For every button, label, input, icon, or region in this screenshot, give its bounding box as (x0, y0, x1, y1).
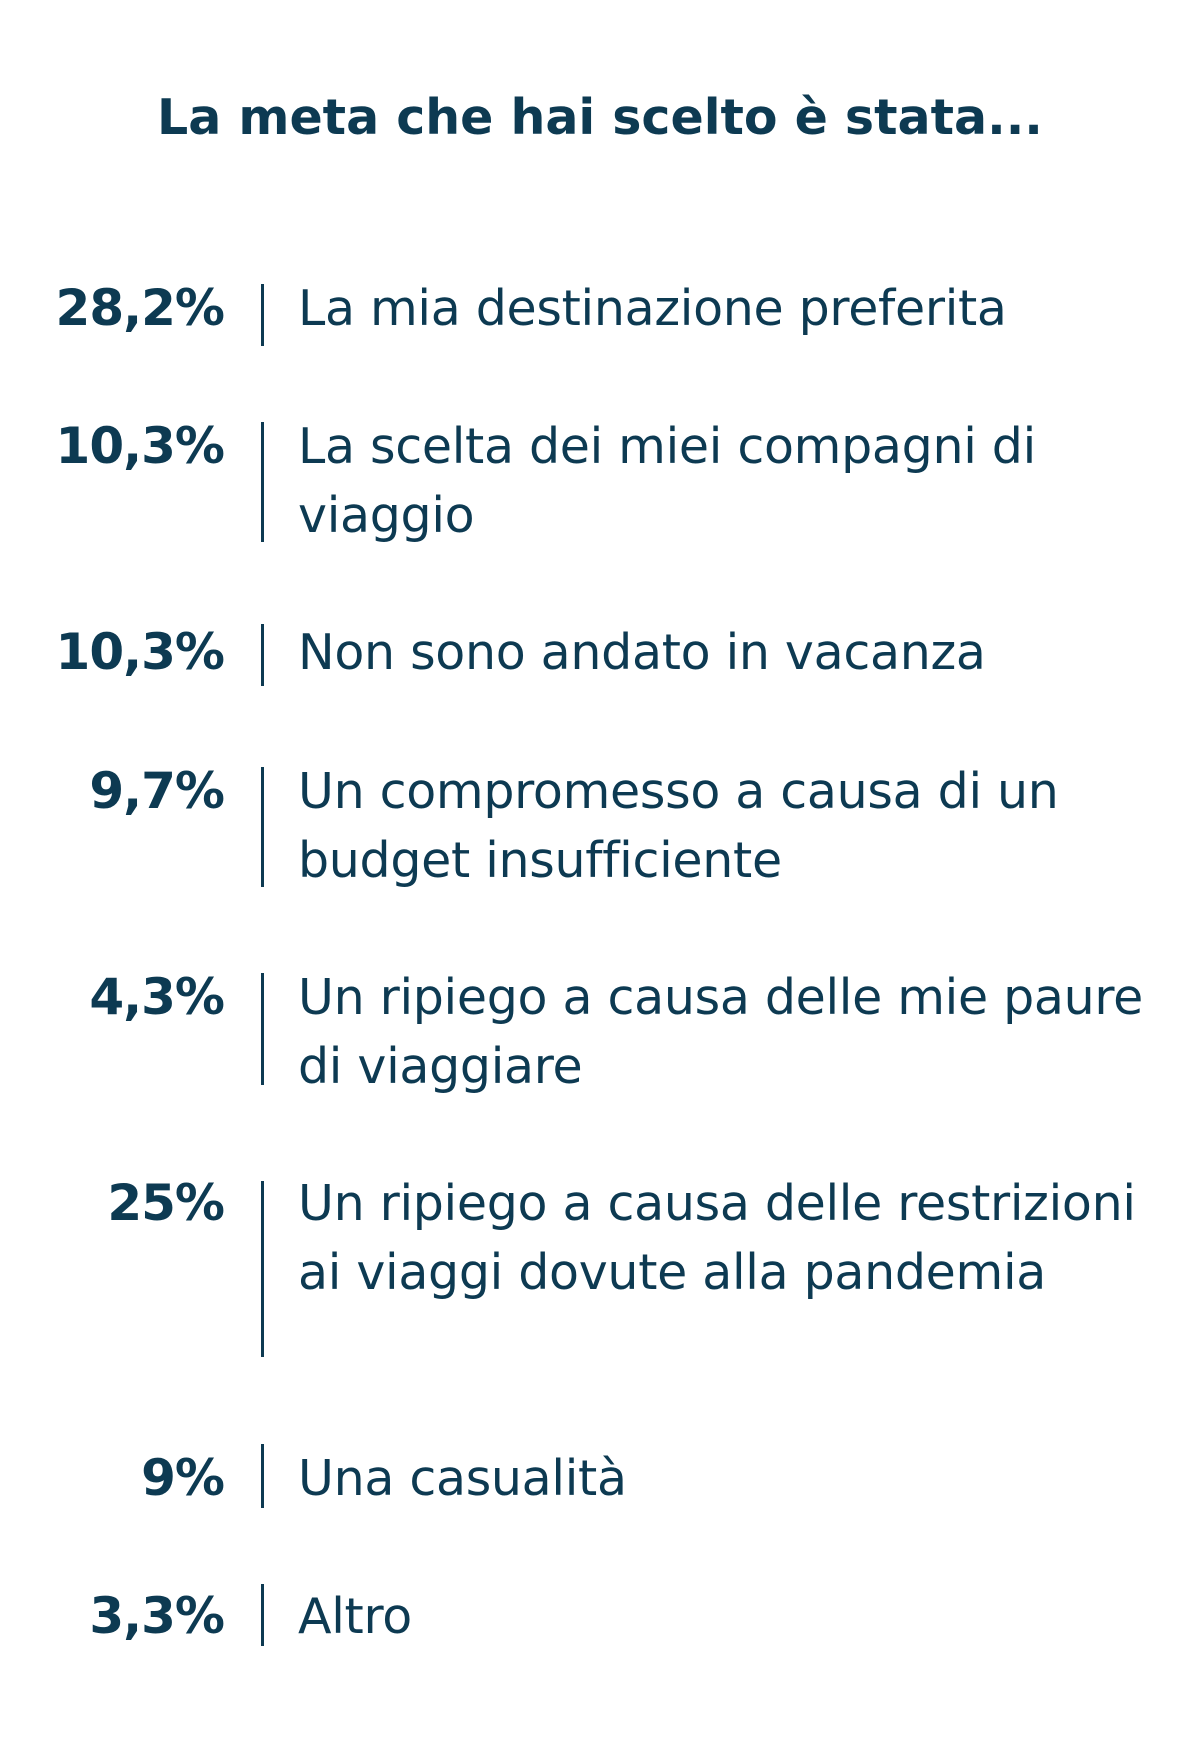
answer-label: Un compromesso a causa di un budget insu… (298, 763, 1059, 889)
percentage-value: 3,3% (89, 1587, 225, 1645)
percentage-value: 9,7% (89, 762, 225, 820)
percentage-value: 10,3% (55, 623, 225, 681)
row-divider (261, 1584, 264, 1646)
chart-title: La meta che hai scelto è stata... (157, 89, 1043, 146)
row-divider (261, 624, 264, 686)
percentage-value: 25% (107, 1174, 225, 1232)
percentage-value: 9% (141, 1449, 225, 1507)
answer-label: La mia destinazione preferita (298, 280, 1007, 337)
percentage-value: 4,3% (89, 968, 225, 1026)
percentage-value: 10,3% (55, 417, 225, 475)
answer-label: Altro (298, 1588, 412, 1645)
percentage-value: 28,2% (55, 279, 225, 337)
row-divider (261, 767, 264, 887)
row-divider (261, 284, 264, 346)
answer-label: Una casualità (298, 1450, 627, 1507)
row-divider (261, 422, 264, 542)
answer-label: La scelta dei miei compagni di viaggio (298, 418, 1036, 544)
answer-label: Non sono andato in vacanza (298, 624, 986, 681)
answer-label: Un ripiego a causa delle mie paure di vi… (298, 969, 1144, 1095)
row-divider (261, 973, 264, 1085)
answer-label: Un ripiego a causa delle restrizioni ai … (298, 1175, 1136, 1301)
row-divider (261, 1181, 264, 1357)
row-divider (261, 1444, 264, 1508)
